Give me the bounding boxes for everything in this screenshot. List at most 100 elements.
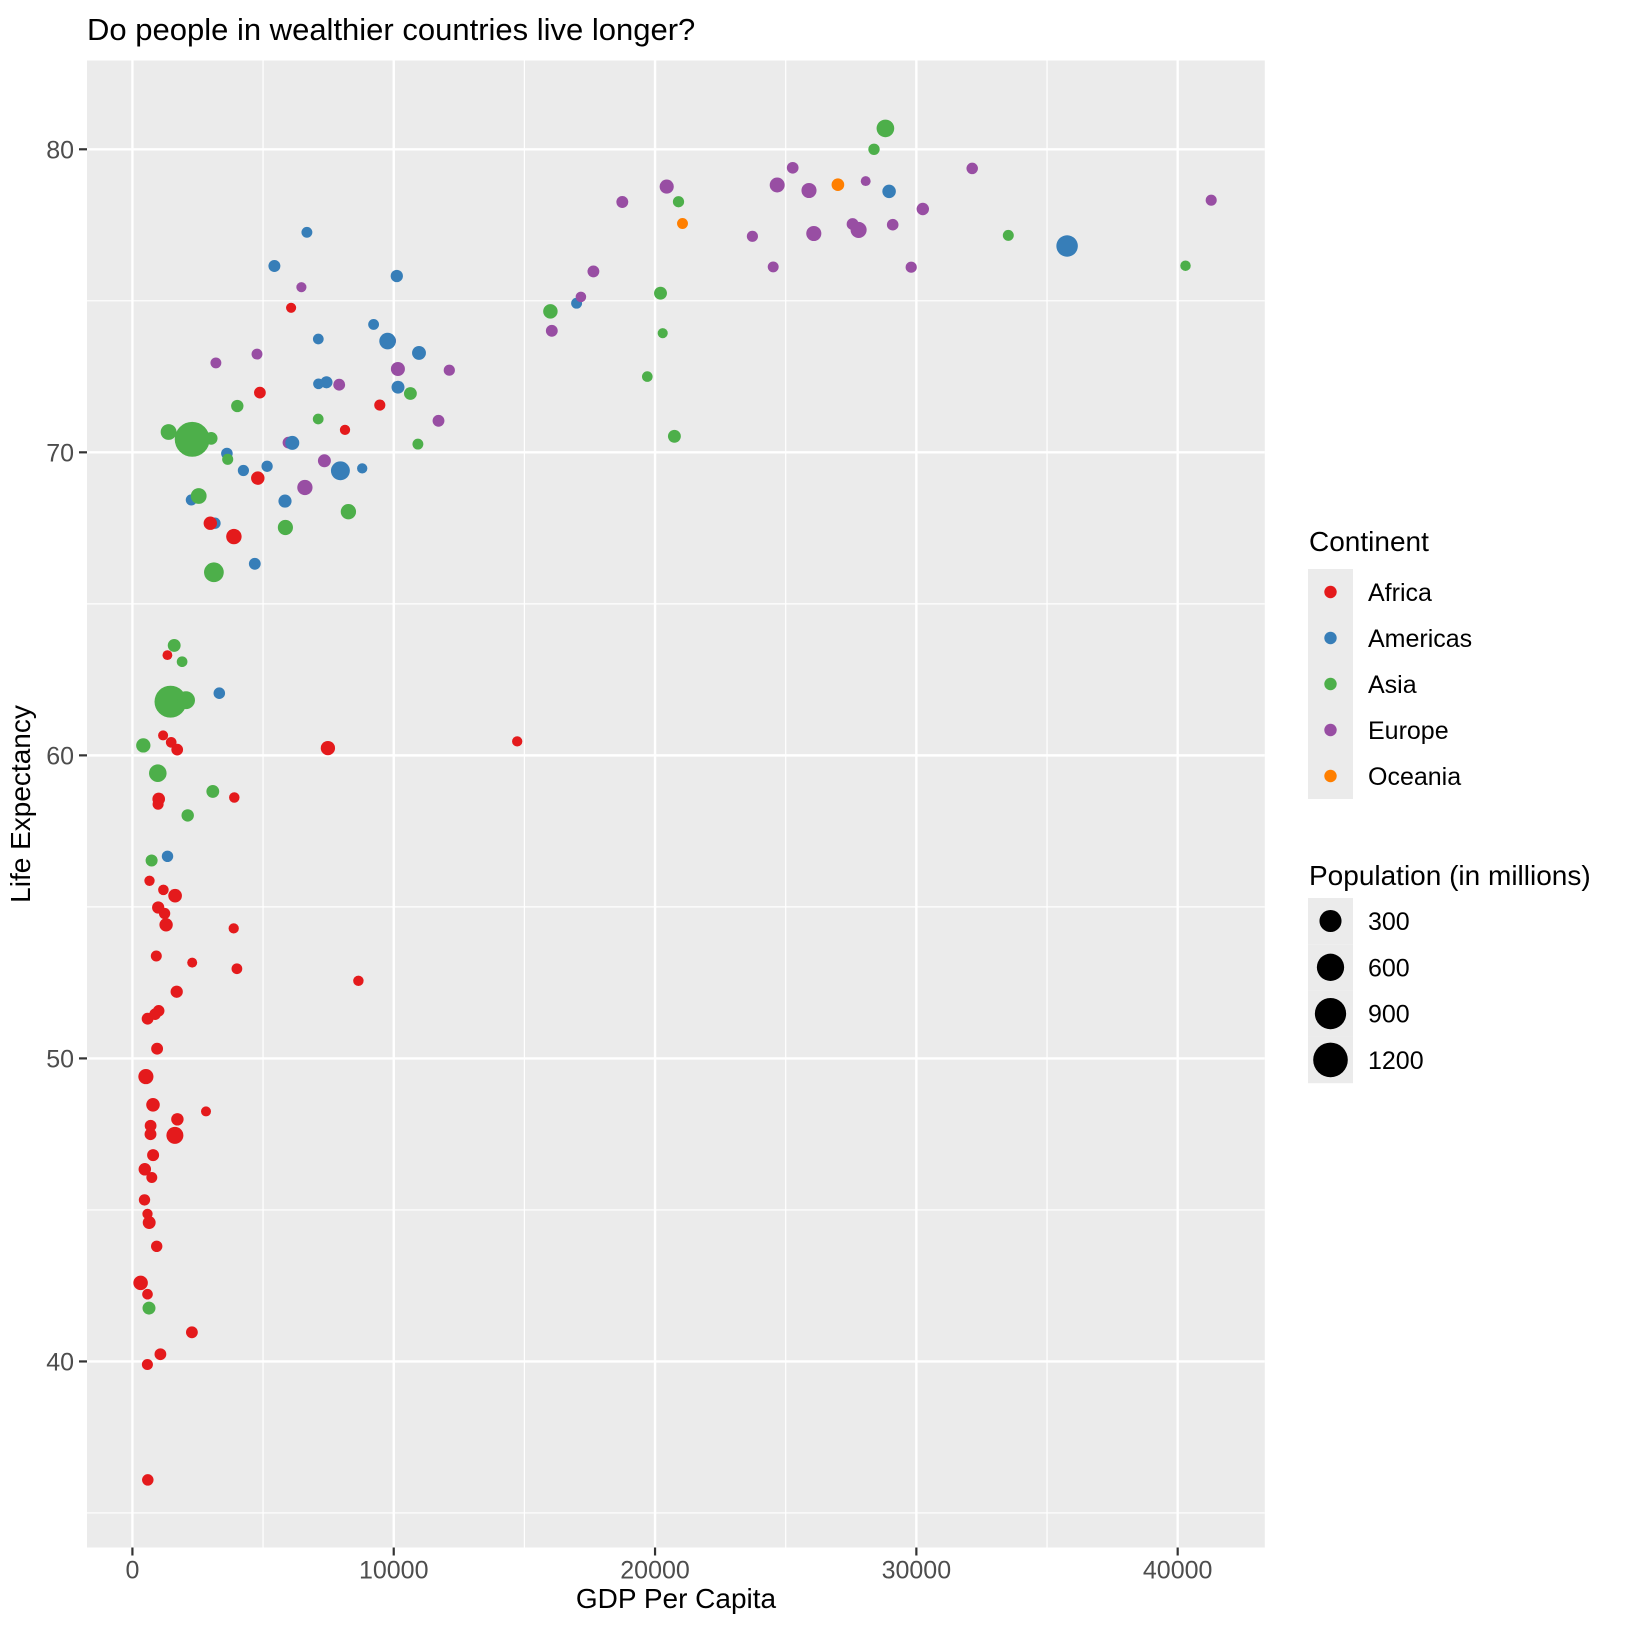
x-tick-label: 40000 [1143,1557,1213,1585]
data-point [353,975,364,987]
data-point [174,421,210,457]
data-point [320,740,336,756]
y-tick-label: 70 [46,439,74,467]
data-point [868,143,880,155]
data-point [412,345,426,360]
data-point [200,1106,212,1117]
data-point [882,184,896,199]
data-point [138,1163,152,1176]
data-point [277,519,293,536]
y-tick-label: 80 [46,136,74,164]
data-point [145,854,158,867]
data-point [228,923,239,934]
data-point [296,282,307,293]
data-point [672,196,685,208]
data-point [261,460,273,472]
data-point [330,461,350,481]
legend-label: Asia [1368,671,1417,699]
size-legend-key-dot [1316,953,1345,981]
data-point [916,202,929,216]
data-point [222,453,234,465]
data-point [654,286,667,300]
size-legend-key-dot [1314,997,1347,1030]
data-point [746,230,758,242]
data-point [543,304,558,319]
data-point [151,1042,164,1055]
data-point [138,1194,151,1206]
data-point [251,471,265,485]
data-point [138,1069,154,1085]
data-point [213,687,226,699]
size-legend-key-dot [1313,1042,1348,1078]
data-point [185,1326,198,1339]
data-point [204,562,224,583]
legend-key-dot-oceania [1324,769,1337,783]
data-point [152,766,166,780]
data-point [204,432,218,445]
data-point [876,119,895,138]
data-point [166,1126,184,1144]
legend-label: Americas [1368,625,1472,653]
data-point [297,479,313,496]
data-point [412,438,424,450]
size-legend-title: Population (in millions) [1309,860,1591,891]
x-tick-label: 20000 [620,1557,690,1585]
data-point [158,884,169,896]
data-point [657,328,668,339]
data-point [136,738,151,753]
data-point [432,414,445,427]
y-axis-title: Life Expectancy [5,705,36,903]
data-point [254,386,266,399]
x-axis-title: GDP Per Capita [576,1583,777,1614]
x-tick-label: 30000 [882,1557,952,1585]
population-size-legend: 300 600 900 1200 [1308,898,1424,1084]
data-point [231,399,244,413]
data-point [226,528,242,545]
data-point [152,901,165,914]
data-point [667,429,681,443]
data-point [144,1128,157,1141]
data-point [141,1012,154,1025]
data-point [313,378,324,390]
data-point [150,950,162,962]
data-point [390,361,405,377]
data-points-layer [133,119,1217,1486]
data-point [167,638,181,652]
data-point [587,265,600,278]
data-point [806,225,822,242]
data-point [333,378,346,391]
data-point [171,1113,184,1126]
data-point [142,1216,156,1230]
data-point [443,364,455,376]
continent-legend-title: Continent [1309,526,1429,557]
data-point [237,464,249,477]
data-point [374,399,386,411]
data-point [144,875,155,886]
plot-panel-layer [87,60,1265,1548]
data-point [317,454,331,468]
data-point [206,784,220,798]
data-point [171,743,184,756]
data-point [142,1474,154,1486]
data-point [285,435,300,450]
data-point [177,691,195,710]
data-point [677,218,688,229]
data-point [357,463,368,474]
data-point [301,226,313,238]
legend-key-dot-africa [1324,585,1337,599]
data-point [379,332,396,350]
continent-legend: Africa Americas Asia Europe Oceania [1308,569,1472,799]
data-point [162,650,173,661]
size-legend-label: 300 [1368,908,1410,936]
data-point [905,261,917,273]
size-legend-label: 900 [1368,1001,1410,1029]
data-point [159,918,173,932]
data-point [161,850,174,863]
data-point [278,494,292,508]
data-point [154,685,187,718]
data-point [966,162,978,175]
data-point [767,261,779,273]
data-point [154,1348,167,1361]
data-point [176,656,188,668]
size-legend-key-dot [1319,909,1342,933]
